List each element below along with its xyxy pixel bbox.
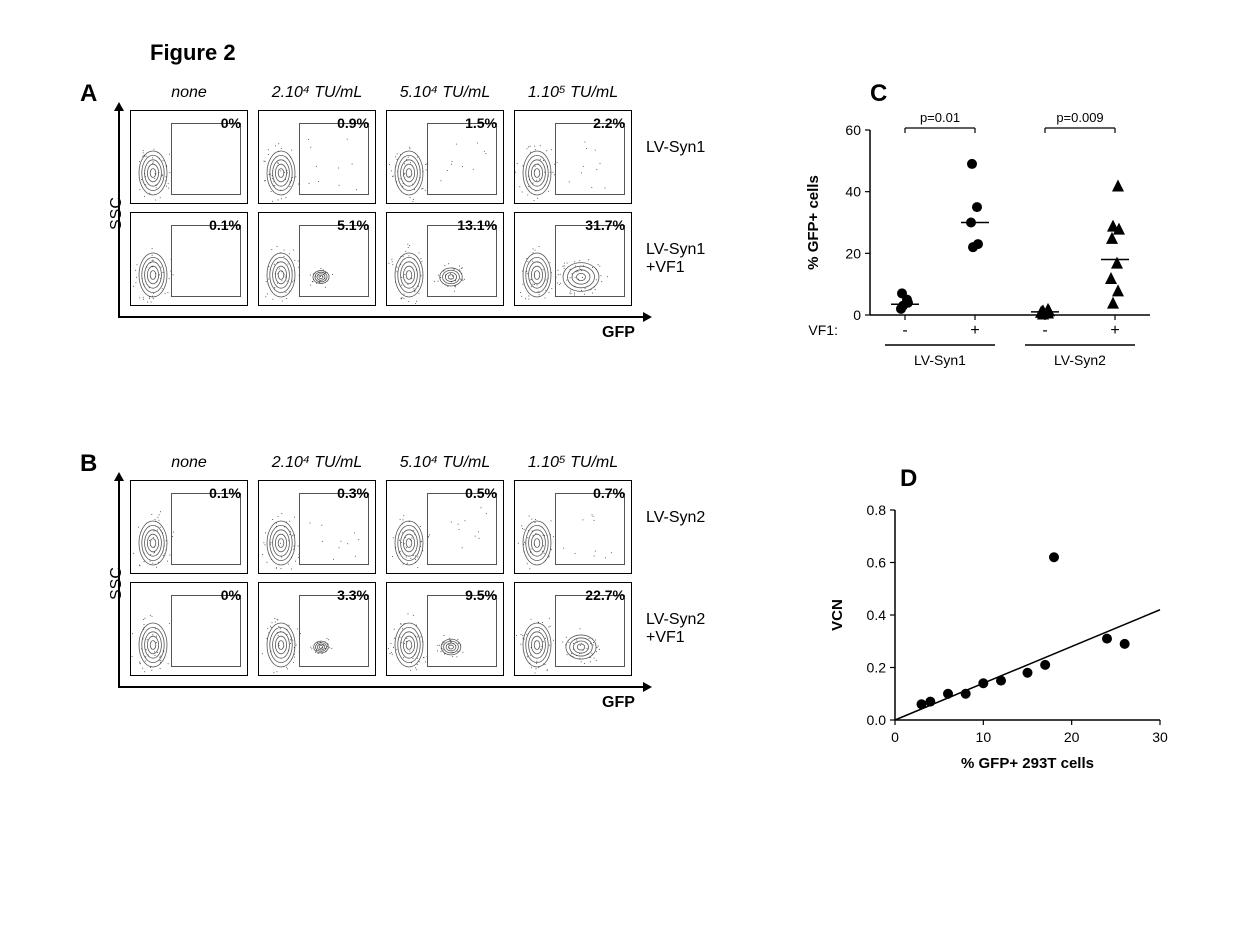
gate-box xyxy=(171,493,241,565)
gate-box xyxy=(171,123,241,195)
gate-percentage: 1.5% xyxy=(465,115,497,131)
gate-percentage: 0.3% xyxy=(337,485,369,501)
col-header: 5.10⁴ TU/mL xyxy=(385,454,505,472)
flow-plot: 2.2% xyxy=(514,110,632,204)
gate-box xyxy=(555,225,625,297)
svg-text:20: 20 xyxy=(845,245,861,261)
svg-text:30: 30 xyxy=(1152,729,1168,745)
gate-box xyxy=(299,595,369,667)
flow-plot: 0.9% xyxy=(258,110,376,204)
gate-percentage: 0% xyxy=(221,115,241,131)
svg-text:0.8: 0.8 xyxy=(867,502,887,518)
gate-box xyxy=(427,493,497,565)
flow-plot: 1.5% xyxy=(386,110,504,204)
gate-box xyxy=(427,225,497,297)
gate-percentage: 0.1% xyxy=(209,217,241,233)
gate-box xyxy=(555,123,625,195)
gate-box xyxy=(171,595,241,667)
row-label: LV-Syn2 xyxy=(646,509,746,527)
svg-text:p=0.01: p=0.01 xyxy=(920,110,960,125)
svg-text:LV-Syn1: LV-Syn1 xyxy=(914,352,966,368)
gate-percentage: 3.3% xyxy=(337,587,369,603)
gate-percentage: 0.5% xyxy=(465,485,497,501)
flow-plot: 0% xyxy=(130,582,248,676)
x-axis-label: GFP xyxy=(602,694,635,712)
panel-b-y-axis-label: SSC xyxy=(108,567,126,600)
svg-text:0: 0 xyxy=(891,729,899,745)
gate-box xyxy=(427,595,497,667)
svg-text:60: 60 xyxy=(845,122,861,138)
gate-box xyxy=(299,225,369,297)
gate-percentage: 2.2% xyxy=(593,115,625,131)
gate-percentage: 31.7% xyxy=(585,217,625,233)
x-axis-arrow xyxy=(118,686,644,688)
gate-percentage: 0.7% xyxy=(593,485,625,501)
col-header: 1.10⁵ TU/mL xyxy=(513,454,633,472)
col-header: 2.10⁴ TU/mL xyxy=(257,84,377,102)
flow-plot: 0% xyxy=(130,110,248,204)
panel-letter-d: D xyxy=(900,465,917,493)
gate-box xyxy=(555,493,625,565)
flow-plot: 31.7% xyxy=(514,212,632,306)
gate-box xyxy=(299,123,369,195)
flow-plot: 0.1% xyxy=(130,480,248,574)
svg-text:40: 40 xyxy=(845,184,861,200)
gate-percentage: 0.1% xyxy=(209,485,241,501)
svg-text:VCN: VCN xyxy=(829,599,846,631)
x-axis-label: GFP xyxy=(602,324,635,342)
gate-box xyxy=(171,225,241,297)
panel-d-chart: 0.0 0.2 0.4 0.6 0.8 0 10 20 30 VCN % GFP+ 293T cel… xyxy=(820,490,1200,800)
gate-box xyxy=(427,123,497,195)
flow-plot: 9.5% xyxy=(386,582,504,676)
svg-text:+: + xyxy=(970,322,979,339)
svg-text:-: - xyxy=(1042,322,1047,339)
svg-text:0: 0 xyxy=(853,307,861,323)
col-header: none xyxy=(129,84,249,102)
svg-text:LV-Syn2: LV-Syn2 xyxy=(1054,352,1106,368)
panel-letter-b: B xyxy=(80,450,97,478)
svg-text:20: 20 xyxy=(1064,729,1080,745)
row-label: LV-Syn1 +VF1 xyxy=(646,241,746,277)
panel-letter-a: A xyxy=(80,80,97,108)
panel-a-y-axis-label: SSC xyxy=(108,197,126,230)
svg-text:% GFP+ 293T cells: % GFP+ 293T cells xyxy=(961,755,1094,772)
svg-text:-: - xyxy=(902,322,907,339)
gate-percentage: 13.1% xyxy=(457,217,497,233)
col-header: 1.10⁵ TU/mL xyxy=(513,84,633,102)
svg-text:10: 10 xyxy=(976,729,992,745)
y-axis-arrow xyxy=(118,480,120,686)
gate-percentage: 22.7% xyxy=(585,587,625,603)
flow-plot: 0.1% xyxy=(130,212,248,306)
flow-plot: 0.3% xyxy=(258,480,376,574)
figure-title: Figure 2 xyxy=(150,40,236,66)
col-header: 5.10⁴ TU/mL xyxy=(385,84,505,102)
gate-percentage: 0% xyxy=(221,587,241,603)
svg-text:0.6: 0.6 xyxy=(867,555,887,571)
y-axis-arrow xyxy=(118,110,120,316)
col-header: none xyxy=(129,454,249,472)
flow-plot: 5.1% xyxy=(258,212,376,306)
gate-box xyxy=(299,493,369,565)
row-label: LV-Syn1 xyxy=(646,139,746,157)
svg-text:+: + xyxy=(1110,322,1119,339)
panel-c-chart: 0 20 40 60 - + - + VF1: LV-Syn1 LV-Syn2 % GFP+ cell… xyxy=(800,95,1180,405)
flow-plot: 0.5% xyxy=(386,480,504,574)
x-axis-arrow xyxy=(118,316,644,318)
flow-plot: 13.1% xyxy=(386,212,504,306)
flow-plot: 3.3% xyxy=(258,582,376,676)
col-header: 2.10⁴ TU/mL xyxy=(257,454,377,472)
flow-plot: 22.7% xyxy=(514,582,632,676)
svg-text:0.2: 0.2 xyxy=(867,660,887,676)
svg-text:VF1:: VF1: xyxy=(808,322,838,338)
svg-text:0.4: 0.4 xyxy=(867,607,887,623)
gate-percentage: 5.1% xyxy=(337,217,369,233)
gate-box xyxy=(555,595,625,667)
gate-percentage: 0.9% xyxy=(337,115,369,131)
row-label: LV-Syn2 +VF1 xyxy=(646,611,746,647)
svg-text:0.0: 0.0 xyxy=(867,712,887,728)
gate-percentage: 9.5% xyxy=(465,587,497,603)
svg-text:% GFP+ cells: % GFP+ cells xyxy=(805,175,822,270)
flow-plot: 0.7% xyxy=(514,480,632,574)
svg-text:p=0.009: p=0.009 xyxy=(1056,110,1103,125)
